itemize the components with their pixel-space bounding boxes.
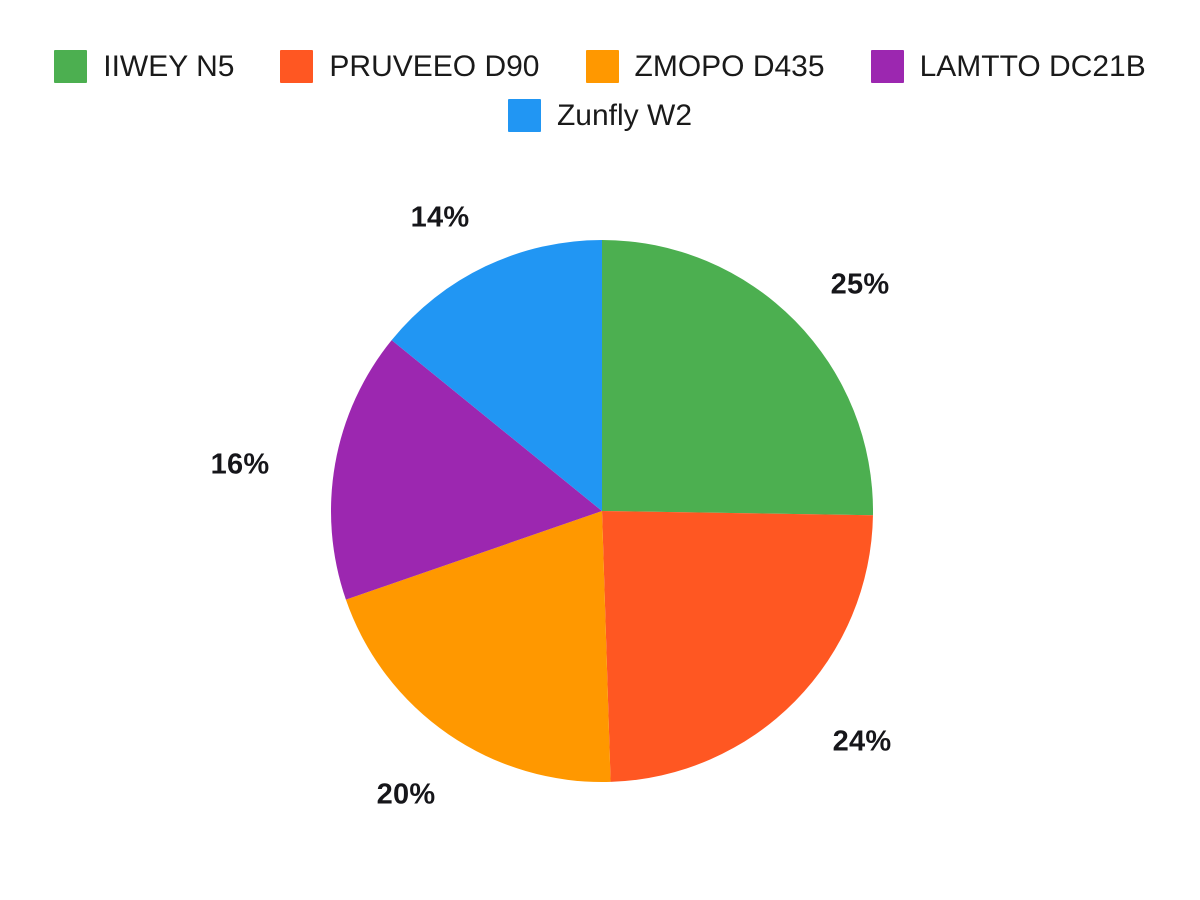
chart-legend: IIWEY N5 PRUVEEO D90 ZMOPO D435 LAMTTO D… bbox=[0, 50, 1200, 132]
legend-swatch-lamtto-dc21b bbox=[870, 50, 904, 83]
legend-row-2: Zunfly W2 bbox=[507, 99, 693, 132]
legend-label-pruveeo-d90: PRUVEEO D90 bbox=[329, 50, 540, 83]
legend-row-1: IIWEY N5 PRUVEEO D90 ZMOPO D435 LAMTTO D… bbox=[54, 50, 1146, 83]
pie-slice-zmopo-d435[interactable] bbox=[345, 511, 611, 782]
legend-swatch-zmopo-d435 bbox=[585, 50, 619, 83]
legend-swatch-zunfly-w2 bbox=[507, 99, 541, 132]
legend-label-lamtto-dc21b: LAMTTO DC21B bbox=[919, 50, 1146, 83]
pie-slice-iiwey-n5[interactable] bbox=[602, 239, 874, 516]
pie-slice-lamtto-dc21b[interactable] bbox=[330, 340, 602, 600]
legend-label-zunfly-w2: Zunfly W2 bbox=[556, 99, 693, 132]
legend-label-zmopo-d435: ZMOPO D435 bbox=[634, 50, 825, 83]
slice-value-label-iiwey-n5: 25% bbox=[830, 268, 890, 301]
legend-item-zunfly-w2[interactable]: Zunfly W2 bbox=[507, 99, 693, 132]
pie-slice-zunfly-w2[interactable] bbox=[391, 240, 602, 511]
legend-label-iiwey-n5: IIWEY N5 bbox=[103, 50, 235, 83]
slice-value-label-lamtto-dc21b: 16% bbox=[210, 448, 270, 481]
legend-item-lamtto-dc21b[interactable]: LAMTTO DC21B bbox=[870, 50, 1146, 83]
slice-value-label-zunfly-w2: 14% bbox=[410, 201, 470, 234]
legend-swatch-pruveeo-d90 bbox=[280, 50, 314, 83]
legend-item-pruveeo-d90[interactable]: PRUVEEO D90 bbox=[280, 50, 540, 83]
legend-item-zmopo-d435[interactable]: ZMOPO D435 bbox=[585, 50, 825, 83]
legend-swatch-iiwey-n5 bbox=[54, 50, 88, 83]
slice-value-label-pruveeo-d90: 24% bbox=[832, 725, 892, 758]
slice-value-label-zmopo-d435: 20% bbox=[376, 778, 436, 811]
legend-item-iiwey-n5[interactable]: IIWEY N5 bbox=[54, 50, 234, 83]
pie-slice-pruveeo-d90[interactable] bbox=[602, 511, 873, 782]
